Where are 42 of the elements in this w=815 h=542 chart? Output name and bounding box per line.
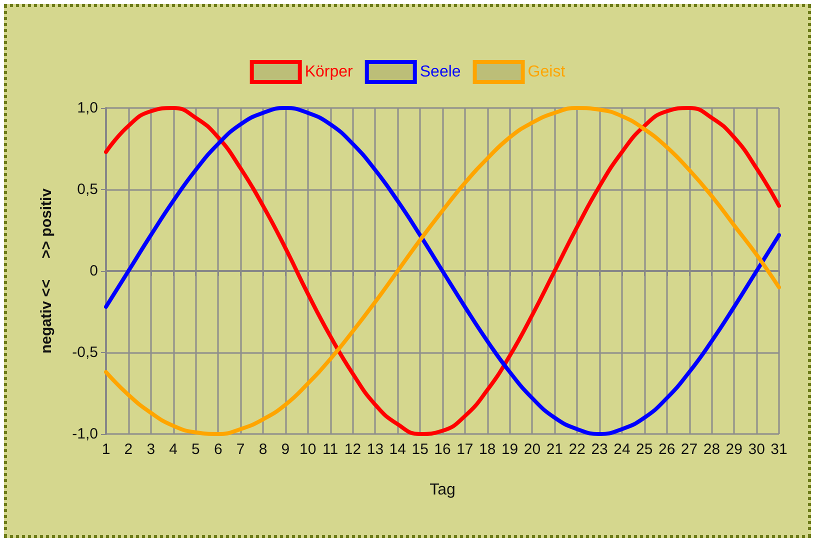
y-axis-title: negativ << >> positiv xyxy=(38,188,55,354)
legend-label: Seele xyxy=(420,64,461,80)
x-tick-label: 17 xyxy=(456,441,474,458)
y-tick-label: 0 xyxy=(90,262,98,280)
x-tick-label: 16 xyxy=(434,441,451,458)
x-tick-label: 19 xyxy=(501,441,518,458)
x-tick-label: 1 xyxy=(102,441,110,458)
x-tick-label: 10 xyxy=(300,441,316,458)
x-tick-label: 14 xyxy=(389,441,406,458)
x-tick-label: 23 xyxy=(591,441,608,458)
x-tick-label: 2 xyxy=(124,441,133,458)
x-tick-label: 3 xyxy=(146,441,156,458)
x-tick-label: 18 xyxy=(479,441,496,458)
x-tick-label: 12 xyxy=(344,441,362,458)
x-tick-label: 24 xyxy=(614,441,630,458)
y-tick-label: -0,5 xyxy=(72,344,98,361)
x-tick-label: 28 xyxy=(703,441,720,458)
x-tick-label: 22 xyxy=(568,441,586,458)
x-tick-label: 31 xyxy=(770,441,788,458)
x-tick-label: 26 xyxy=(658,441,676,458)
x-tick-label: 4 xyxy=(169,441,178,458)
x-tick-label: 30 xyxy=(748,441,765,458)
x-tick-label: 7 xyxy=(236,441,245,458)
x-tick-label: 11 xyxy=(322,441,338,458)
x-tick-label: 15 xyxy=(412,441,428,458)
x-tick-label: 8 xyxy=(258,441,268,458)
x-tick-label: 5 xyxy=(192,441,200,458)
x-tick-label: 9 xyxy=(281,441,290,458)
x-tick-label: 6 xyxy=(214,441,222,458)
x-tick-label: 13 xyxy=(366,441,384,458)
x-tick-label: 21 xyxy=(546,441,564,458)
y-tick-label: 1,0 xyxy=(77,100,98,116)
legend-label: Geist xyxy=(528,64,566,80)
y-tick-label: -1,0 xyxy=(72,426,98,442)
x-axis-title: Tag xyxy=(430,482,456,498)
x-tick-label: 20 xyxy=(524,441,541,458)
x-tick-label: 27 xyxy=(680,441,698,458)
line-series xyxy=(104,106,781,436)
x-tick-label: 29 xyxy=(726,441,742,458)
x-tick-label: 25 xyxy=(636,441,653,458)
y-tick-label: 0,5 xyxy=(77,181,98,198)
legend-label: Körper xyxy=(304,64,354,80)
